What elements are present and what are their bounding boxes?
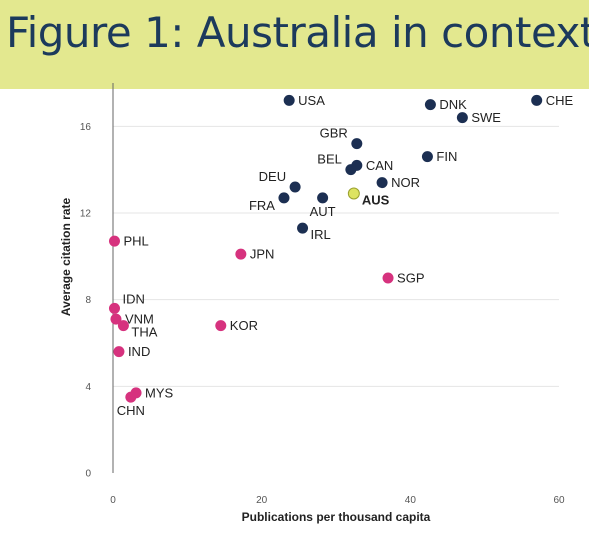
point-phl [108, 235, 120, 247]
point-tha [117, 320, 129, 332]
point-label-mys: MYS [145, 385, 174, 400]
point-idn [108, 302, 120, 314]
point-label-aus: AUS [362, 193, 390, 208]
x-tick-label: 40 [405, 495, 417, 506]
point-gbr [351, 138, 363, 150]
point-label-sgp: SGP [397, 271, 424, 286]
point-deu [289, 181, 301, 193]
point-label-gbr: GBR [320, 126, 348, 141]
point-label-tha: THA [131, 325, 157, 340]
y-tick-label: 4 [85, 382, 91, 393]
point-dnk [424, 99, 436, 111]
point-fin [421, 151, 433, 163]
point-kor [215, 320, 227, 332]
point-label-che: CHE [546, 93, 574, 108]
point-label-fra: FRA [249, 198, 275, 213]
point-bel [345, 164, 357, 176]
point-label-chn: CHN [117, 403, 145, 418]
point-nor [376, 177, 388, 189]
point-label-can: CAN [366, 158, 393, 173]
point-vnm [110, 313, 122, 325]
y-axis-title: Average citation rate [59, 198, 73, 317]
x-tick-label: 60 [553, 495, 565, 506]
point-sgp [382, 272, 394, 284]
point-label-dnk: DNK [439, 97, 467, 112]
point-jpn [235, 248, 247, 260]
point-label-bel: BEL [317, 152, 342, 167]
point-label-idn: IDN [122, 291, 144, 306]
point-label-aut: AUT [310, 204, 336, 219]
point-label-swe: SWE [471, 110, 501, 125]
y-tick-label: 0 [85, 469, 91, 480]
x-tick-label: 0 [110, 495, 116, 506]
point-label-jpn: JPN [250, 247, 275, 262]
title-banner: Figure 1: Australia in context [0, 0, 589, 89]
point-aut [317, 192, 329, 204]
point-che [531, 94, 543, 106]
point-usa [283, 94, 295, 106]
y-tick-label: 16 [80, 122, 92, 133]
point-irl [297, 222, 309, 234]
point-label-usa: USA [298, 93, 325, 108]
x-tick-label: 20 [256, 495, 268, 506]
x-axis-ticks: 0 20 40 60 [110, 495, 565, 506]
grid-lines [113, 125, 559, 387]
point-swe [456, 112, 468, 124]
y-tick-label: 12 [80, 209, 92, 220]
y-tick-label: 8 [85, 295, 91, 306]
figure-title: Figure 1: Australia in context [6, 8, 589, 57]
y-axis-ticks: 0 4 8 12 16 [80, 122, 92, 480]
point-label-ind: IND [128, 344, 150, 359]
point-fra [278, 192, 290, 204]
point-label-deu: DEU [259, 169, 286, 184]
point-ind [113, 346, 125, 358]
x-axis-title: Publications per thousand capita [242, 510, 431, 524]
point-label-kor: KOR [230, 318, 258, 333]
point-label-phl: PHL [123, 234, 148, 249]
point-label-vnm: VNM [125, 312, 154, 327]
point-label-nor: NOR [391, 175, 420, 190]
point-label-irl: IRL [311, 227, 331, 242]
data-points: USA CHE DNK SWE GBR FIN CAN BEL NOR DEU FRA AUT AUS I… [108, 93, 574, 418]
point-chn [125, 391, 137, 403]
point-label-fin: FIN [436, 149, 457, 164]
point-aus [347, 187, 360, 200]
